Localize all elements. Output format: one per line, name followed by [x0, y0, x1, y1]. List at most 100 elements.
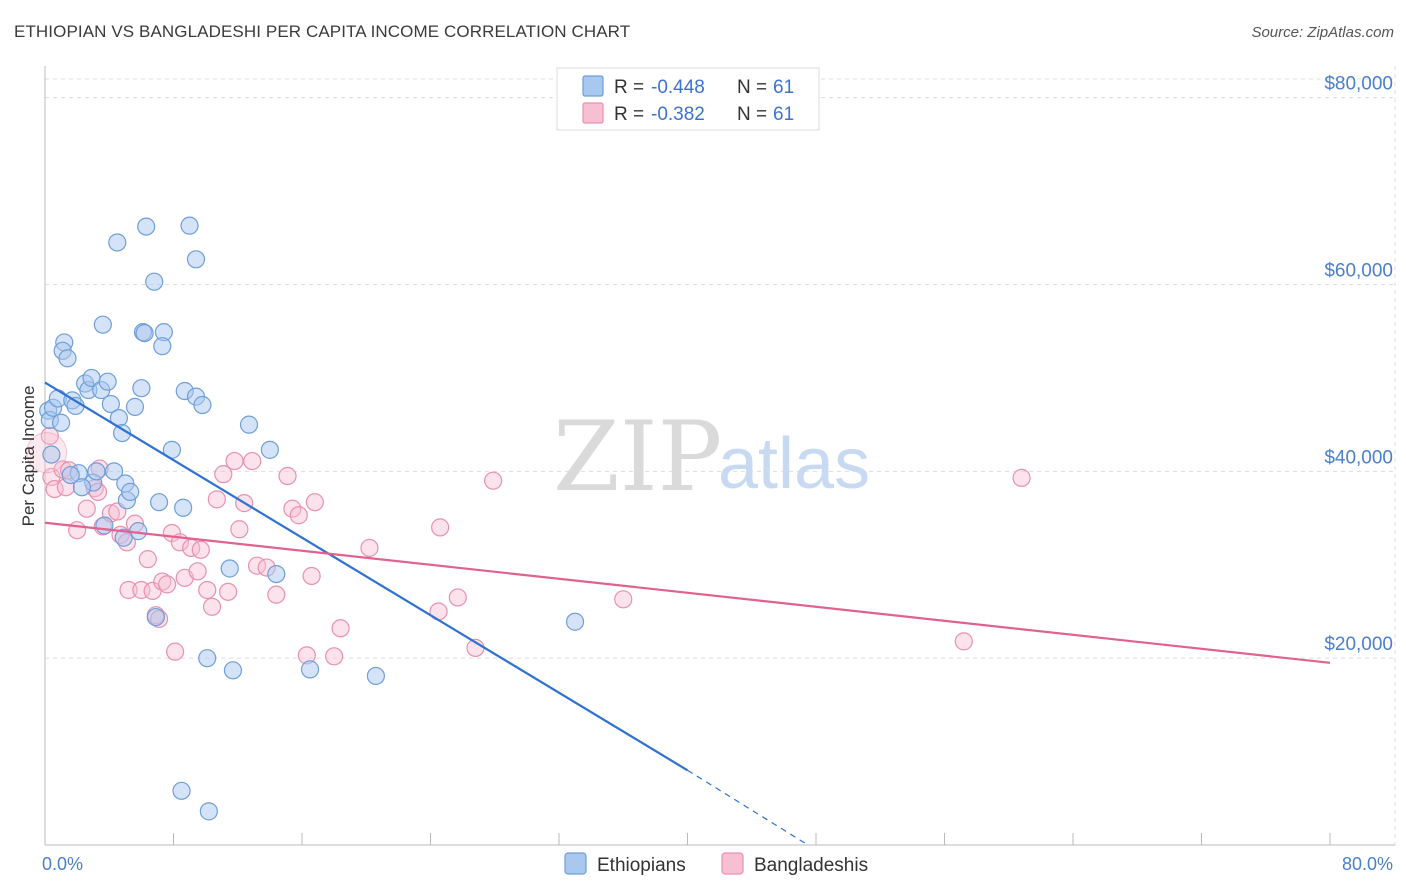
chart-title: ETHIOPIAN VS BANGLADESHI PER CAPITA INCO… — [14, 22, 631, 41]
correlation-legend: R = -0.448 N = 61 R = -0.382 N = 61 — [556, 67, 820, 131]
ethiopian-point — [174, 498, 193, 517]
bangladeshi-point — [267, 585, 286, 604]
bangladeshi-point — [243, 451, 262, 471]
bangladeshi-point — [331, 619, 350, 638]
x-tick-labels: 0.0% 80.0% — [42, 854, 1393, 874]
ethiopian-point — [87, 462, 106, 481]
bangladeshi-point — [166, 642, 185, 661]
bangladeshi-point — [360, 538, 379, 558]
chart-source: Source: ZipAtlas.com — [1251, 24, 1394, 41]
legend-r-value-2: -0.382 — [651, 104, 705, 125]
bangladeshi-point — [1012, 468, 1031, 487]
bangladeshi-point — [45, 479, 64, 499]
bangladeshi-point — [954, 632, 973, 651]
bangladeshi-point — [614, 590, 633, 609]
ethiopian-point — [153, 337, 172, 356]
ethiopian-point — [193, 395, 212, 415]
y-tick-label: $20,000 — [1324, 634, 1393, 655]
ethiopian-point — [93, 315, 112, 334]
bangladeshi-point — [278, 466, 297, 486]
ethiopian-point — [58, 349, 77, 368]
bangladeshi-point — [153, 572, 172, 591]
ethiopian-point — [180, 216, 199, 235]
bangladeshi-point — [325, 647, 344, 666]
bangladeshi-point — [219, 582, 238, 601]
bangladeshi-point — [484, 471, 503, 490]
ethiopian-point — [98, 372, 117, 391]
series-legend-ethiopians: Ethiopians — [597, 855, 686, 876]
ethiopian-point — [137, 217, 156, 236]
bangladeshi-point — [230, 520, 249, 539]
bangladeshi-point — [289, 506, 308, 525]
y-tick-label: $60,000 — [1324, 261, 1393, 282]
bangladeshi-point — [305, 493, 324, 512]
ethiopian-point — [220, 559, 239, 578]
ethiopian-point — [267, 564, 286, 584]
bangladeshi-point — [302, 566, 321, 586]
bangladeshi-point — [157, 575, 177, 594]
ethiopian-point — [51, 413, 71, 432]
ethiopian-point — [199, 802, 218, 821]
ethiopian-point — [260, 440, 279, 459]
legend-n-label-1: N = — [737, 77, 767, 98]
legend-swatch-ethiopians — [582, 75, 604, 97]
watermark-zip: ZIP — [553, 401, 722, 513]
ethiopian-point — [565, 612, 585, 631]
bangladeshi-point — [191, 540, 210, 559]
ethiopian-point — [149, 493, 169, 512]
ethiopian-point — [114, 528, 133, 547]
bangladeshi-point — [431, 518, 450, 537]
x-tick-label: 80.0% — [1342, 854, 1393, 874]
watermark-atlas: atlas — [718, 424, 870, 504]
bangladeshi-point — [188, 562, 207, 581]
bangladeshi-point — [68, 521, 87, 540]
bangladeshi-point — [119, 580, 138, 600]
ethiopian-point — [125, 397, 145, 416]
ethiopian-point — [223, 661, 243, 680]
bangladeshis-trend-line — [44, 521, 1331, 664]
ethiopian-point — [95, 516, 114, 535]
series-legend-swatch-bangladeshis — [721, 852, 744, 875]
ethiopian-point — [198, 649, 217, 668]
ethiopian-point — [61, 465, 80, 485]
bangladeshi-point — [198, 580, 217, 600]
legend-n-value-1: 61 — [773, 77, 794, 98]
ethiopian-point — [135, 323, 154, 343]
ethiopians-points — [39, 216, 585, 821]
ethiopian-point — [146, 607, 165, 627]
ethiopians-trend-extension — [687, 769, 809, 846]
ethiopian-point — [72, 478, 92, 497]
ethiopian-point — [132, 379, 151, 398]
bangladeshi-point — [448, 588, 467, 607]
y-tick-label: $40,000 — [1324, 447, 1393, 468]
legend-n-value-2: 61 — [773, 104, 794, 125]
bangladeshi-point — [77, 499, 96, 518]
trend-lines — [44, 381, 1331, 846]
legend-swatch-bangladeshis — [582, 102, 604, 124]
ethiopian-point — [42, 445, 61, 464]
bangladeshi-point — [138, 550, 157, 569]
ethiopian-point — [145, 272, 164, 291]
ethiopian-point — [366, 666, 385, 686]
bangladeshi-point — [214, 465, 233, 484]
legend-n-label-2: N = — [737, 104, 767, 125]
y-tick-labels: $20,000 $40,000 $60,000 $80,000 — [1324, 74, 1393, 655]
ethiopian-point — [300, 660, 320, 679]
ethiopian-point — [172, 781, 191, 800]
series-legend: Ethiopians Bangladeshis — [564, 852, 868, 876]
y-tick-label: $80,000 — [1324, 74, 1393, 95]
watermark: ZIP atlas — [553, 401, 870, 513]
ethiopian-point — [101, 394, 120, 414]
bangladeshi-point — [225, 451, 244, 471]
bangladeshi-point — [207, 490, 226, 509]
series-legend-bangladeshis: Bangladeshis — [754, 855, 868, 876]
series-legend-swatch-ethiopians — [564, 852, 587, 875]
y-axis-label: Per Capita Income — [19, 386, 38, 527]
bangladeshi-point — [202, 597, 222, 616]
bangladeshi-point — [283, 499, 302, 518]
legend-r-label-2: R = — [614, 104, 644, 125]
ethiopian-point — [121, 482, 140, 501]
legend-r-value-1: -0.448 — [651, 77, 705, 98]
ethiopians-trend-line — [44, 381, 689, 772]
